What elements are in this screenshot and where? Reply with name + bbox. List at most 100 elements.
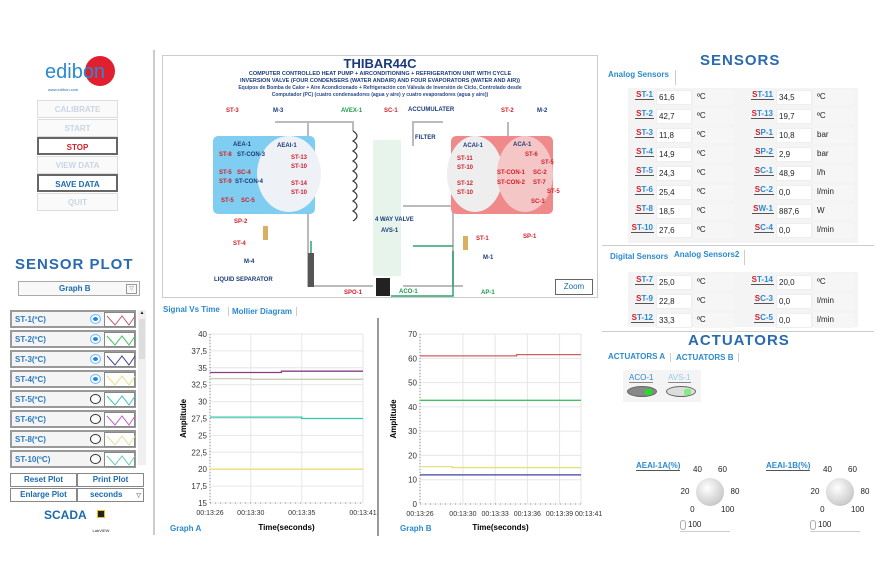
line-style-swatch[interactable]	[104, 372, 136, 387]
air-condenser	[447, 136, 503, 212]
print-plot-button[interactable]: Print Plot	[77, 473, 144, 487]
diagram-label: ST-8	[219, 152, 232, 158]
knob-value-input[interactable]: 100	[810, 520, 860, 532]
sensor-label: SP-1	[754, 128, 774, 138]
y-tick-label: 35	[198, 364, 207, 373]
x-tick-label: 00:13:39	[546, 511, 573, 518]
series-line-0	[210, 370, 363, 374]
series-line-2	[420, 465, 581, 469]
series-line-2	[210, 416, 363, 420]
edibon-logo: edibon www.edibon.com	[40, 56, 120, 96]
knob-tick-label: 40	[693, 465, 702, 475]
knob[interactable]	[826, 478, 854, 506]
process-diagram: THIBAR44C COMPUTER CONTROLLED HEAT PUMP …	[162, 55, 598, 298]
tab-actuators-a[interactable]: ACTUATORS A	[608, 352, 666, 361]
4-way-valve-area	[373, 140, 401, 276]
line-style-swatch[interactable]	[104, 412, 136, 427]
actuator-label: AVS-1	[668, 373, 691, 383]
knob-tick-label: 80	[730, 487, 740, 496]
diagram-label: M-1	[483, 255, 494, 261]
sensor-value: 0,0	[776, 313, 812, 328]
tab-analog-sensors[interactable]: Analog Sensors	[608, 70, 676, 85]
sensor-unit: ºC	[694, 294, 734, 309]
tab-analog-sensors2[interactable]: Analog Sensors2	[674, 250, 746, 265]
sensor-unit: ºC	[814, 275, 854, 290]
calibrate-button[interactable]: CALIBRATE	[37, 100, 118, 118]
view-data-button[interactable]: VIEW DATA	[37, 155, 118, 174]
visibility-toggle[interactable]	[90, 394, 101, 404]
diagram-label: ST-6	[525, 152, 538, 158]
sensor-value: 48,9	[776, 166, 812, 181]
visibility-toggle[interactable]	[90, 354, 101, 364]
tab-digital-sensors[interactable]: Digital Sensors	[610, 252, 669, 261]
line-style-swatch[interactable]	[104, 392, 136, 407]
sensor-label: ST-5	[635, 166, 654, 176]
graph-select[interactable]: Graph B ▽	[18, 281, 140, 296]
sensor-value: 0,0	[776, 185, 812, 200]
diagram-label: ST-CON-2	[497, 180, 526, 186]
sensor-value: 25,4	[656, 185, 692, 200]
line-style-swatch[interactable]	[104, 352, 136, 367]
diagram-label: ST-5	[547, 189, 560, 195]
diagram-label: SP-2	[234, 219, 248, 225]
chevron-down-icon: ▽	[126, 284, 137, 294]
sensor-label: ST-13	[750, 109, 774, 119]
sensor-value: 42,7	[656, 109, 692, 124]
sensor-label: ST-14	[750, 275, 774, 285]
x-tick-label: 00:13:41	[575, 511, 602, 518]
quit-button[interactable]: QUIT	[37, 192, 118, 211]
diagram-label: ST-CON-4	[235, 179, 264, 185]
plot-item: ST-2(ºC)	[10, 330, 136, 348]
enlarge-plot-button[interactable]: Enlarge Plot	[10, 488, 77, 502]
diagram-label: ST-3	[226, 108, 239, 114]
knob[interactable]	[696, 478, 724, 506]
x-tick-label: 00:13:30	[237, 510, 264, 517]
sensor-value: 2,9	[776, 147, 812, 162]
line-style-swatch[interactable]	[104, 312, 136, 327]
knob-tick-label: 60	[718, 465, 727, 475]
zoom-button[interactable]: Zoom	[555, 279, 593, 295]
visibility-toggle[interactable]	[90, 454, 101, 464]
sensor-value: 14,9	[656, 147, 692, 162]
tab-signal-vs-time[interactable]: Signal Vs Time	[163, 305, 220, 314]
line-style-swatch[interactable]	[104, 432, 136, 447]
stepper-icon[interactable]	[680, 520, 686, 530]
stop-button[interactable]: STOP	[37, 137, 118, 155]
plot-list-scrollbar[interactable]: ▲	[138, 310, 146, 465]
scada-logo: SCADA	[44, 508, 87, 522]
reset-plot-button[interactable]: Reset Plot	[10, 473, 77, 487]
y-tick-label: 30	[198, 398, 207, 407]
line-style-swatch[interactable]	[104, 332, 136, 347]
sensor-value: 10,8	[776, 128, 812, 143]
time-unit-select[interactable]: seconds ▽	[77, 488, 144, 502]
diagram-label: ST-11	[457, 156, 473, 162]
diagram-label: SC-4	[237, 170, 251, 176]
stepper-icon[interactable]	[810, 520, 816, 530]
tab-mollier-diagram[interactable]: Mollier Diagram	[228, 307, 298, 316]
knob-value-input[interactable]: 100	[680, 520, 730, 532]
avs-1-toggle[interactable]	[666, 386, 696, 397]
visibility-toggle[interactable]	[90, 434, 101, 444]
sensor-label: SC-3	[753, 294, 774, 304]
visibility-toggle[interactable]	[90, 334, 101, 344]
diagram-label: ST-13	[291, 155, 308, 161]
sensor-unit: ºC	[694, 185, 734, 200]
sensor-unit: ºC	[694, 109, 734, 124]
sensor-value: 27,6	[656, 223, 692, 238]
diagram-label: AEAI-1	[277, 143, 297, 149]
sensor-unit: ºC	[694, 166, 734, 181]
visibility-toggle[interactable]	[90, 314, 101, 324]
actuators-title: ACTUATORS	[688, 332, 790, 349]
tab-actuators-b[interactable]: ACTUATORS B	[670, 353, 740, 362]
aco-1-toggle[interactable]	[627, 386, 657, 397]
save-data-button[interactable]: SAVE DATA	[37, 174, 118, 192]
visibility-toggle[interactable]	[90, 414, 101, 424]
series-line-0	[420, 353, 581, 357]
start-button[interactable]: START	[37, 118, 118, 137]
visibility-toggle[interactable]	[90, 374, 101, 384]
diagram-label: AVEX-1	[341, 108, 363, 114]
x-tick-label: 00:13:41	[349, 510, 376, 517]
sensor-value: 33,3	[656, 313, 692, 328]
plot-item: ST-4(ºC)	[10, 370, 136, 388]
line-style-swatch[interactable]	[104, 452, 136, 467]
